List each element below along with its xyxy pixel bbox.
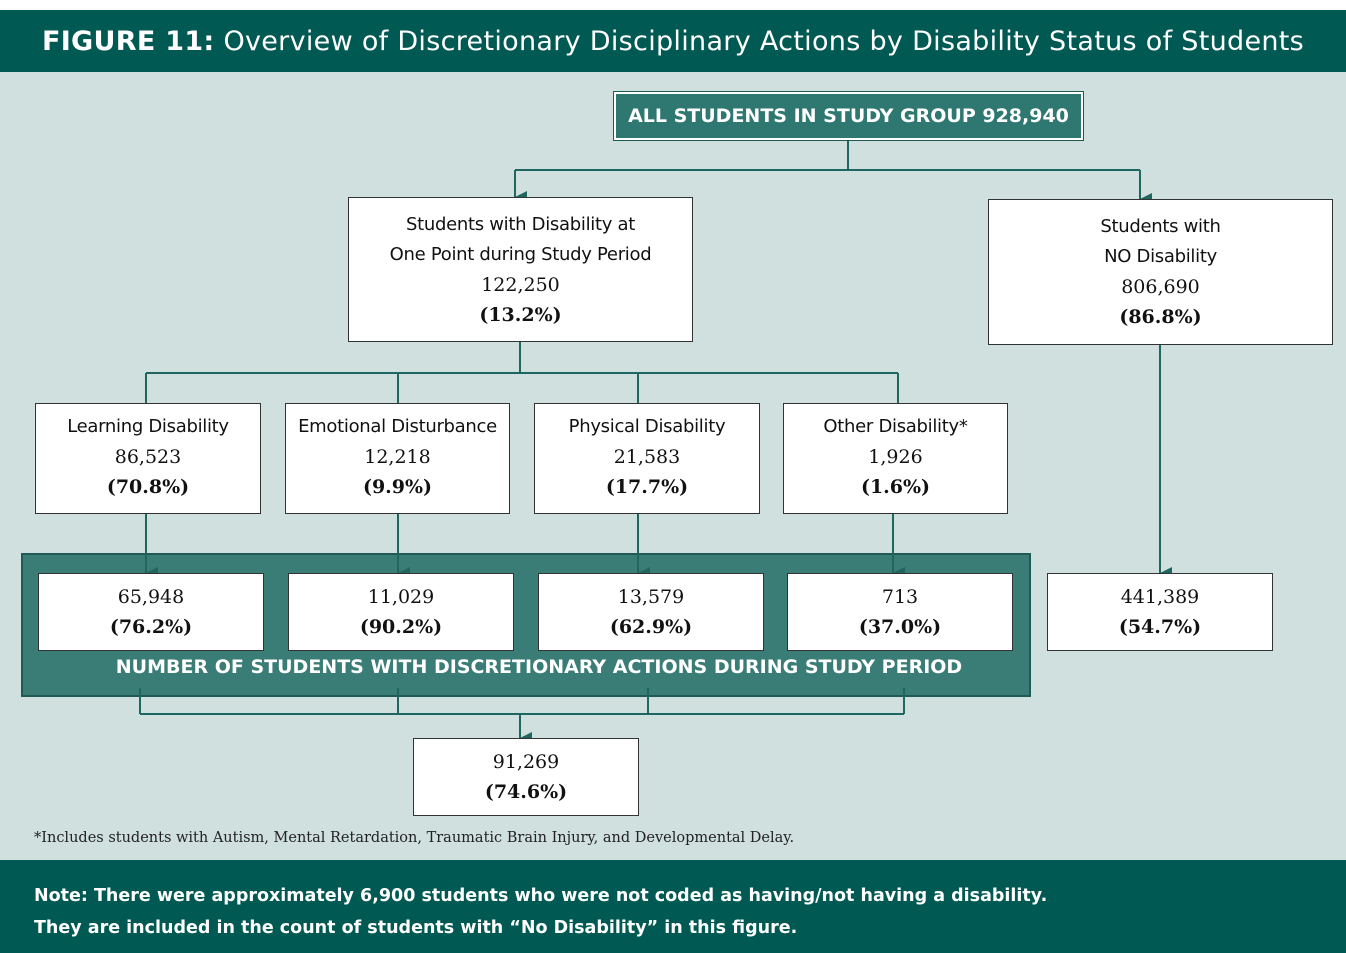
count: 21,583 bbox=[613, 446, 681, 468]
note-line: They are included in the count of studen… bbox=[34, 918, 798, 938]
percent: (13.2%) bbox=[479, 303, 562, 326]
label: Other Disability* bbox=[823, 416, 968, 437]
count: 11,029 bbox=[367, 586, 435, 608]
percent: (90.2%) bbox=[359, 616, 443, 638]
label: Students with bbox=[1100, 216, 1221, 237]
label: NO Disability bbox=[1104, 246, 1217, 267]
count: 13,579 bbox=[617, 586, 685, 608]
connector bbox=[515, 140, 1140, 171]
note-band: Note: There were approximately 6,900 stu… bbox=[0, 860, 1346, 953]
count: 65,948 bbox=[117, 586, 185, 608]
figure-title: Overview of Discretionary Disciplinary A… bbox=[223, 25, 1305, 57]
percent: (54.7%) bbox=[1118, 616, 1202, 638]
figure-label: FIGURE 11: bbox=[41, 25, 215, 57]
connector bbox=[145, 373, 899, 403]
percent: (86.8%) bbox=[1119, 306, 1202, 328]
label: Physical Disability bbox=[568, 416, 726, 437]
bracket bbox=[139, 688, 905, 715]
label: Learning Disability bbox=[67, 416, 229, 437]
connector bbox=[146, 342, 898, 374]
count: 713 bbox=[881, 586, 919, 608]
count: 441,389 bbox=[1120, 586, 1200, 608]
action-box: 13,579 (62.9%) bbox=[538, 573, 764, 651]
header: FIGURE 11: Overview of Discretionary Dis… bbox=[0, 10, 1346, 72]
footnote: *Includes students with Autism, Mental R… bbox=[34, 830, 795, 846]
count: 806,690 bbox=[1121, 276, 1200, 298]
percent: (74.6%) bbox=[484, 781, 568, 803]
percent: (70.8%) bbox=[106, 476, 190, 498]
band-label: NUMBER OF STUDENTS WITH DISCRETIONARY AC… bbox=[115, 656, 963, 678]
disability-box: Students with Disability at One Point du… bbox=[348, 197, 693, 342]
category-box: Emotional Disturbance 12,218 (9.9%) bbox=[285, 403, 510, 514]
percent: (1.6%) bbox=[860, 476, 931, 498]
label: Students with Disability at bbox=[406, 213, 635, 235]
category-box: Learning Disability 86,523 (70.8%) bbox=[35, 403, 261, 514]
category-box: Physical Disability 21,583 (17.7%) bbox=[534, 403, 760, 514]
count: 122,250 bbox=[481, 273, 560, 296]
action-box: 11,029 (90.2%) bbox=[288, 573, 514, 651]
count: 1,926 bbox=[868, 446, 923, 468]
count: 91,269 bbox=[492, 751, 560, 773]
label: One Point during Study Period bbox=[389, 243, 652, 265]
category-box: Other Disability* 1,926 (1.6%) bbox=[783, 403, 1008, 514]
no-disability-action-box: 441,389 (54.7%) bbox=[1047, 573, 1273, 651]
no-disability-box: Students with NO Disability 806,690 (86.… bbox=[988, 199, 1333, 345]
percent: (9.9%) bbox=[362, 476, 433, 498]
count: 12,218 bbox=[364, 446, 431, 468]
percent: (62.9%) bbox=[609, 616, 693, 638]
note-line: Note: There were approximately 6,900 stu… bbox=[34, 886, 1048, 906]
action-box: 65,948 (76.2%) bbox=[38, 573, 264, 651]
percent: (37.0%) bbox=[858, 616, 942, 638]
action-box: 713 (37.0%) bbox=[787, 573, 1013, 651]
root-box: ALL STUDENTS IN STUDY GROUP 928,940 bbox=[613, 91, 1084, 141]
percent: (17.7%) bbox=[605, 476, 689, 498]
lines bbox=[139, 140, 1172, 744]
total-box: 91,269 (74.6%) bbox=[413, 738, 639, 816]
percent: (76.2%) bbox=[109, 616, 193, 638]
label: Emotional Disturbance bbox=[298, 416, 497, 437]
count: 86,523 bbox=[114, 446, 182, 468]
